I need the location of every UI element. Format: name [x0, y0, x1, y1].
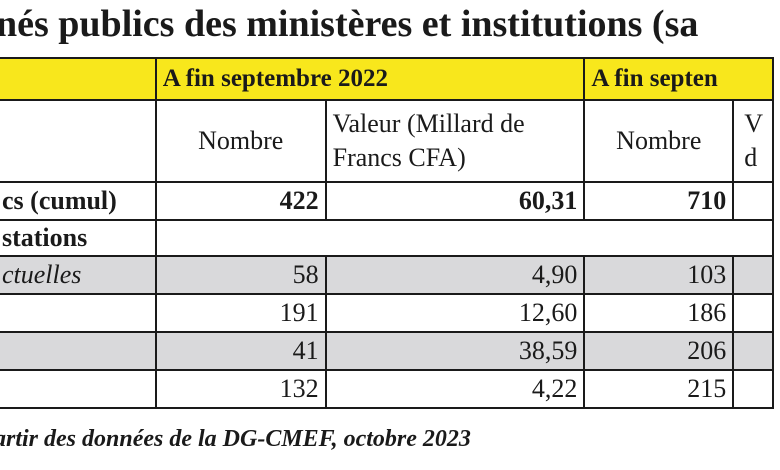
table-title: nés publics des ministères et institutio…	[0, 3, 699, 45]
total-row: cs (cumul) 422 60,31 710	[0, 181, 774, 221]
row-valeur-2023	[732, 255, 774, 295]
table-row: 41 38,59 206	[0, 331, 774, 371]
row-label	[0, 369, 157, 409]
row-nombre-2022: 191	[154, 293, 327, 333]
label-header-cell	[0, 99, 157, 183]
total-valeur-2022: 60,31	[324, 181, 586, 221]
table-row: 132 4,22 215	[0, 369, 774, 409]
period-2023-header: A fin septen	[583, 57, 774, 101]
period-2022-header: A fin septembre 2022	[154, 57, 586, 101]
column-header-row: Nombre Valeur (Millard de Francs CFA) No…	[0, 99, 774, 183]
row-nombre-2022: 132	[154, 369, 327, 409]
marches-publics-table: A fin septembre 2022 A fin septen Nombre…	[0, 57, 775, 409]
row-label: ctuelles	[0, 255, 157, 295]
row-nombre-2023: 186	[583, 293, 735, 333]
row-nombre-2023: 215	[583, 369, 735, 409]
table-row: 191 12,60 186	[0, 293, 774, 333]
row-label	[0, 331, 157, 371]
row-valeur-2023	[732, 293, 774, 333]
section-blank	[154, 219, 775, 257]
nombre-2022-header: Nombre	[154, 99, 327, 183]
total-nombre-2023: 710	[583, 181, 735, 221]
row-nombre-2023: 103	[583, 255, 735, 295]
row-valeur-2022: 4,22	[324, 369, 586, 409]
row-valeur-2022: 38,59	[324, 331, 586, 371]
valeur-2022-header: Valeur (Millard de Francs CFA)	[324, 99, 586, 183]
total-label: cs (cumul)	[0, 181, 157, 221]
header-corner-cell	[0, 57, 157, 101]
total-nombre-2022: 422	[154, 181, 327, 221]
row-nombre-2022: 58	[154, 255, 327, 295]
section-label: stations	[0, 219, 156, 257]
row-label	[0, 293, 157, 333]
row-nombre-2022: 41	[154, 331, 327, 371]
row-valeur-2023	[732, 369, 774, 409]
table-row: ctuelles 58 4,90 103	[0, 255, 774, 295]
valeur-2023-header: V d	[732, 99, 774, 183]
nombre-2023-header: Nombre	[583, 99, 735, 183]
total-valeur-2023	[732, 181, 774, 221]
row-valeur-2022: 4,90	[324, 255, 586, 295]
period-header-row: A fin septembre 2022 A fin septen	[0, 57, 774, 101]
row-nombre-2023: 206	[583, 331, 735, 371]
row-valeur-2023	[732, 331, 774, 371]
source-note: artir des données de la DG-CMEF, octobre…	[0, 426, 471, 452]
section-row: stations	[0, 219, 775, 257]
row-valeur-2022: 12,60	[324, 293, 586, 333]
